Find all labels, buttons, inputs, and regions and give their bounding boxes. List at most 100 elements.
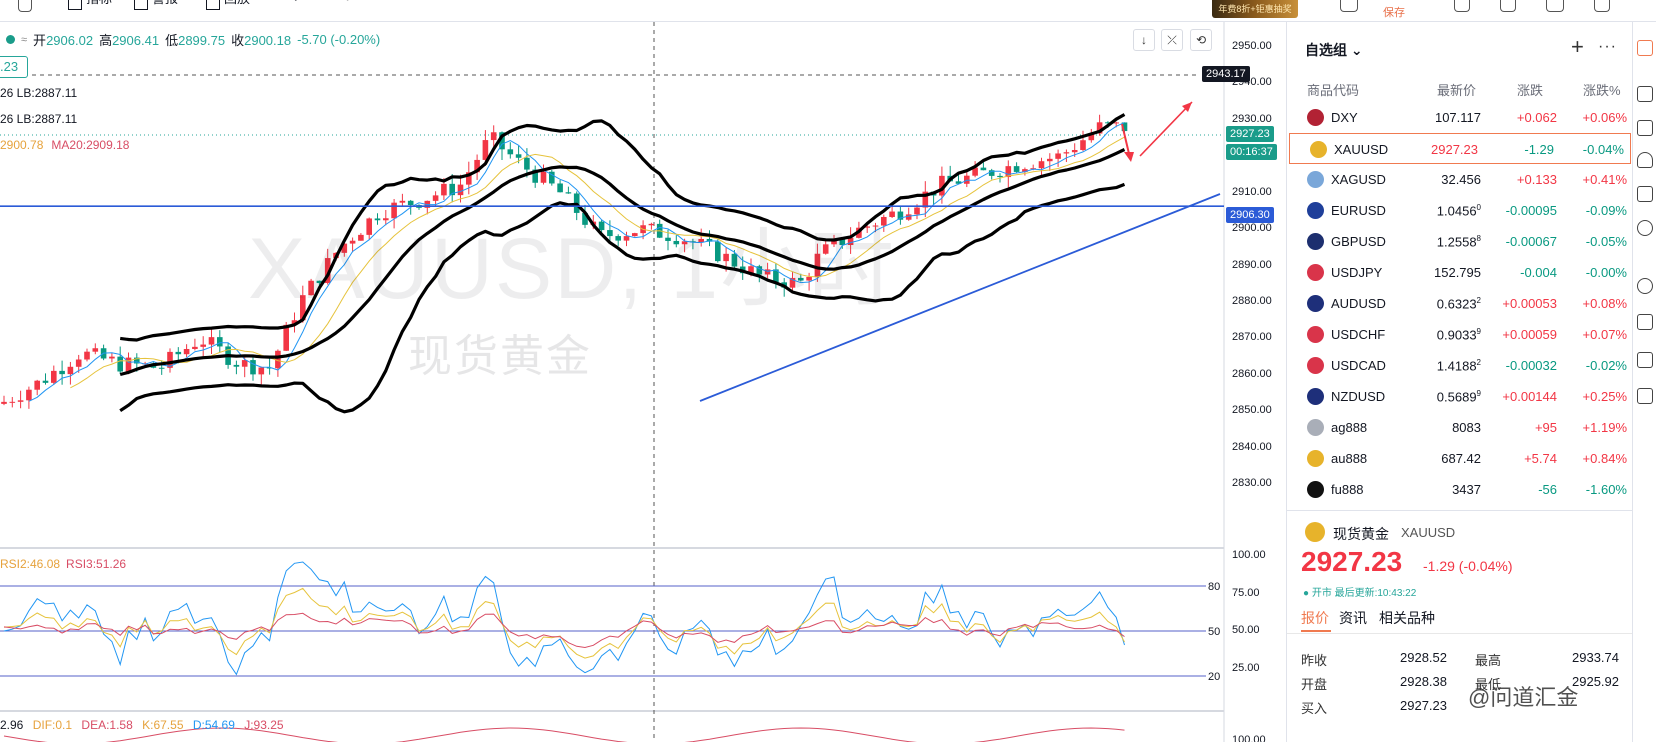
news-icon[interactable]: [1637, 120, 1653, 136]
fullscreen-icon[interactable]: [1594, 0, 1610, 12]
watchlist-row-fu888[interactable]: fu888 3437 -56 -1.60%: [1287, 474, 1633, 505]
candle-body: [997, 175, 1003, 178]
add-symbol-button[interactable]: +: [1571, 34, 1584, 59]
candle-body: [374, 218, 381, 221]
details-icon[interactable]: [1637, 86, 1653, 102]
candle-body: [822, 244, 829, 254]
indicators-button[interactable]: 指标: [68, 0, 112, 10]
flag-icon: [1307, 388, 1324, 405]
layers-icon[interactable]: [1637, 186, 1653, 202]
candle-body: [183, 348, 190, 355]
watchlist-row-eurusd[interactable]: EURUSD 1.04560 -0.00095 -0.09%: [1287, 195, 1633, 226]
watchlist-price: 107.117: [1434, 110, 1481, 125]
red-arrow-up-head: [1182, 102, 1192, 112]
candle-body: [681, 241, 688, 245]
tab-news[interactable]: 资讯: [1339, 610, 1367, 626]
alert-icon[interactable]: [1637, 152, 1653, 168]
undo-icon[interactable]: ↶: [292, 0, 305, 8]
alerts-button[interactable]: 警报: [134, 0, 178, 10]
candle-body: [955, 181, 962, 184]
col-price[interactable]: 最新价: [1437, 83, 1477, 98]
watchlist-row-dxy[interactable]: DXY 107.117 +0.062 +0.06%: [1287, 102, 1633, 133]
target-icon[interactable]: [1637, 278, 1653, 294]
tab-quote[interactable]: 报价: [1301, 610, 1329, 626]
ma5-value: 2900.78: [0, 138, 44, 152]
watchlist-row-usdcad[interactable]: USDCAD 1.41882 -0.00032 -0.02%: [1287, 350, 1633, 381]
watchlist-change: +0.00053: [1502, 296, 1557, 311]
price-chart[interactable]: 80 50 20: [0, 22, 1286, 742]
watchlist-header: 自选组 ⌄ + ···: [1287, 22, 1633, 64]
snapshot-icon[interactable]: [1500, 0, 1516, 12]
watchlist-icon[interactable]: [1637, 40, 1653, 56]
price-axis-label: 2830.00: [1232, 477, 1272, 489]
watchlist-row-usdjpy[interactable]: USDJPY 152.795 -0.004 -0.00%: [1287, 257, 1633, 288]
replay-button[interactable]: 回放: [206, 0, 250, 10]
candle-body: [1005, 166, 1012, 178]
watchlist-change: +0.00059: [1502, 327, 1557, 342]
watchlist-row-nzdusd[interactable]: NZDUSD 0.56899 +0.00144 +0.25%: [1287, 381, 1633, 412]
more-icon[interactable]: ···: [1598, 38, 1617, 55]
watchlist-row-audusd[interactable]: AUDUSD 0.63232 +0.00053 +0.08%: [1287, 288, 1633, 319]
candle-body: [134, 357, 140, 364]
col-pct[interactable]: 涨跌%: [1583, 83, 1621, 98]
collapse-button[interactable]: ⤫: [1161, 29, 1183, 51]
candle-body: [814, 253, 821, 277]
candle-body: [723, 253, 729, 262]
maximize-button[interactable]: ⟲: [1190, 29, 1212, 51]
layout-icon[interactable]: [1340, 0, 1358, 12]
candle-body: [515, 154, 522, 158]
rsi-axis-label: 100.00: [1232, 549, 1266, 561]
candle-body: [748, 266, 754, 274]
settings-icon[interactable]: [1454, 0, 1470, 12]
j-value: J:93.25: [244, 718, 284, 732]
watchlist-row-usdchf[interactable]: USDCHF 0.90339 +0.00059 +0.07%: [1287, 319, 1633, 350]
candle-body: [847, 237, 854, 246]
watchlist-price: 32.456: [1441, 172, 1481, 187]
save-button[interactable]: 保存: [1383, 7, 1405, 19]
watchlist-row-xauusd[interactable]: XAUUSD 2927.23 -1.29 -0.04%: [1289, 133, 1631, 164]
price-axis-label: 2860.00: [1232, 367, 1272, 380]
gear-icon[interactable]: [1546, 0, 1564, 12]
watchlist-symbol: EURUSD: [1331, 203, 1386, 218]
market-status-dot: [6, 35, 15, 44]
flag-icon: [1307, 202, 1324, 219]
watchlist-symbol: ag888: [1331, 420, 1368, 435]
bollinger-lower: [119, 182, 1126, 414]
watchlist-change: +0.133: [1516, 172, 1557, 187]
col-change[interactable]: 涨跌: [1517, 83, 1544, 98]
redo-icon[interactable]: ↷: [338, 0, 351, 8]
candle-body: [51, 370, 57, 383]
open-value-detail: 2928.38: [1400, 674, 1447, 689]
bollinger-legend-2: 26 LB:2887.11: [0, 112, 78, 126]
watchlist-title[interactable]: 自选组 ⌄: [1305, 42, 1363, 58]
candle-body: [914, 207, 920, 215]
candle-body: [881, 216, 887, 226]
watchlist-row-ag888[interactable]: ag888 8083 +95 +1.19%: [1287, 412, 1633, 443]
low-value-detail: 2925.92: [1572, 674, 1619, 689]
candle-body: [607, 230, 613, 237]
candle-body: [623, 236, 630, 241]
watchlist-row-au888[interactable]: au888 687.42 +5.74 +0.84%: [1287, 443, 1633, 474]
rsi2-value: RSI2:46.08: [0, 557, 61, 571]
bollinger-upper: [119, 113, 1126, 342]
candle-body: [582, 212, 588, 225]
chart-type-icon[interactable]: [18, 0, 32, 12]
watchlist-row-gbpusd[interactable]: GBPUSD 1.25588 -0.00067 -0.05%: [1287, 226, 1633, 257]
chart-icon[interactable]: [1637, 388, 1653, 404]
tab-indicator: [1301, 630, 1331, 632]
watchlist-row-xagusd[interactable]: XAGUSD 32.456 +0.133 +0.41%: [1287, 164, 1633, 195]
promo-banner[interactable]: 年费8折+钜惠抽奖: [1212, 0, 1298, 18]
prev-close-value: 2928.52: [1400, 650, 1447, 665]
col-symbol[interactable]: 商品代码: [1307, 83, 1360, 98]
calendar-icon[interactable]: [1637, 352, 1653, 368]
candle-body: [798, 277, 804, 281]
trend-line: [699, 193, 1221, 402]
history-icon[interactable]: [1637, 220, 1653, 236]
candle-body: [706, 238, 713, 242]
cube-icon[interactable]: [1637, 314, 1653, 330]
candle-body: [432, 195, 439, 201]
tab-related[interactable]: 相关品种: [1379, 610, 1435, 626]
candle-body: [673, 240, 680, 245]
candle-body: [939, 175, 945, 196]
scroll-down-button[interactable]: ↓: [1133, 29, 1155, 51]
